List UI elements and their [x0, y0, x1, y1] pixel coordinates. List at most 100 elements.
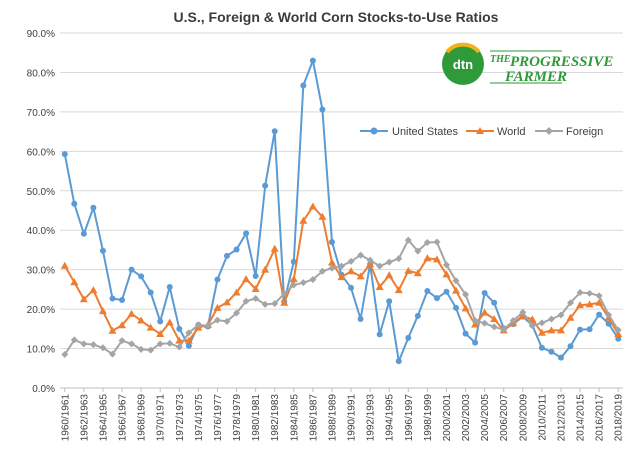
data-point-foreign	[204, 322, 212, 330]
x-tick-label: 2010/2011	[537, 394, 548, 441]
data-point-united-states	[223, 252, 230, 259]
data-point-world	[89, 286, 98, 294]
y-tick-label: 0.0%	[32, 384, 55, 395]
data-point-world	[537, 328, 546, 336]
data-point-foreign	[376, 262, 384, 270]
data-point-united-states	[481, 289, 488, 296]
data-point-united-states	[615, 335, 622, 342]
data-point-united-states	[185, 342, 192, 349]
x-tick-label: 1992/1993	[366, 394, 377, 442]
x-tick-label: 2016/2017	[595, 394, 606, 442]
data-point-world	[461, 304, 470, 312]
x-tick-label: 1978/1979	[232, 394, 243, 442]
gridlines	[60, 32, 623, 389]
data-point-united-states	[414, 312, 421, 319]
data-point-world	[213, 303, 222, 311]
data-point-world	[547, 326, 556, 334]
data-point-world	[375, 283, 384, 291]
data-point-united-states	[567, 343, 574, 350]
x-tick-label: 1966/1967	[118, 394, 129, 442]
data-point-foreign	[576, 289, 584, 297]
legend: United States World Foreign	[360, 126, 603, 138]
legend-label-united-states: United States	[392, 126, 459, 138]
x-tick-label: 1994/1995	[385, 394, 396, 442]
data-point-foreign	[614, 326, 622, 334]
data-point-foreign	[404, 236, 412, 244]
data-point-united-states	[290, 258, 297, 265]
data-point-foreign	[385, 258, 393, 266]
x-tick-label: 1974/1975	[194, 394, 205, 442]
data-point-united-states	[348, 284, 355, 291]
data-point-world	[556, 326, 565, 334]
data-point-world	[480, 308, 489, 316]
x-tick-label: 2004/2005	[480, 394, 491, 442]
y-tick-label: 60.0%	[27, 147, 55, 158]
x-tick-label: 2006/2007	[499, 394, 510, 442]
data-point-world	[490, 314, 499, 322]
data-point-foreign	[338, 262, 345, 270]
data-point-united-states	[119, 297, 126, 304]
data-point-united-states	[214, 276, 221, 283]
y-tick-label: 70.0%	[27, 108, 55, 119]
x-tick-label: 2018/2019	[614, 394, 625, 442]
data-point-united-states	[472, 339, 479, 346]
x-tick-label: 2014/2015	[576, 394, 587, 442]
data-point-foreign	[366, 256, 374, 264]
legend-label-foreign: Foreign	[566, 126, 603, 138]
logo-line2: PROGRESSIVE	[510, 54, 613, 70]
x-tick-label: 1972/1973	[175, 394, 186, 442]
data-point-foreign	[261, 300, 269, 308]
data-point-world	[289, 275, 298, 283]
data-point-world	[318, 212, 327, 220]
data-point-world	[585, 300, 594, 308]
data-point-united-states	[166, 284, 173, 291]
data-point-united-states	[157, 318, 164, 325]
data-point-world	[242, 275, 251, 283]
y-tick-label: 90.0%	[27, 29, 55, 40]
data-point-world	[442, 270, 451, 278]
data-point-foreign	[166, 339, 174, 347]
data-point-united-states	[548, 348, 555, 355]
data-point-foreign	[213, 316, 221, 324]
legend-marker-united-states	[370, 127, 378, 135]
data-point-foreign	[442, 261, 450, 269]
data-point-foreign	[185, 329, 193, 337]
data-point-foreign	[490, 323, 498, 331]
data-point-foreign	[89, 341, 97, 349]
data-point-united-states	[176, 325, 183, 332]
data-point-foreign	[128, 340, 136, 348]
data-point-world	[356, 272, 365, 280]
data-point-united-states	[453, 304, 460, 311]
x-tick-label: 1998/1999	[423, 394, 434, 442]
data-point-united-states	[395, 358, 402, 365]
data-point-united-states	[405, 334, 412, 341]
data-point-world	[452, 286, 461, 294]
data-point-foreign	[567, 299, 575, 307]
data-point-united-states	[357, 315, 364, 322]
data-point-foreign	[471, 317, 479, 325]
legend-item-world: World	[466, 126, 526, 138]
data-point-world	[251, 284, 260, 292]
data-point-united-states	[128, 266, 135, 273]
data-point-united-states	[462, 330, 469, 337]
data-point-foreign	[118, 337, 126, 345]
data-point-foreign	[605, 311, 613, 319]
data-point-foreign	[70, 336, 78, 344]
x-tick-label: 1986/1987	[308, 394, 319, 442]
data-point-united-states	[109, 295, 116, 302]
data-point-foreign	[280, 290, 288, 298]
data-point-foreign	[233, 309, 241, 317]
y-tick-label: 10.0%	[27, 345, 55, 356]
data-point-foreign	[290, 281, 298, 289]
data-point-united-states	[61, 151, 68, 158]
data-point-foreign	[328, 264, 336, 272]
data-point-world	[232, 288, 241, 296]
x-tick-label: 1996/1997	[404, 394, 415, 442]
data-point-foreign	[452, 277, 460, 285]
y-tick-label: 20.0%	[27, 305, 55, 316]
data-point-united-states	[577, 326, 584, 333]
data-point-world	[137, 316, 146, 324]
x-tick-label: 1976/1977	[213, 394, 224, 442]
series-foreign	[61, 236, 622, 358]
logo-circle	[442, 43, 484, 85]
